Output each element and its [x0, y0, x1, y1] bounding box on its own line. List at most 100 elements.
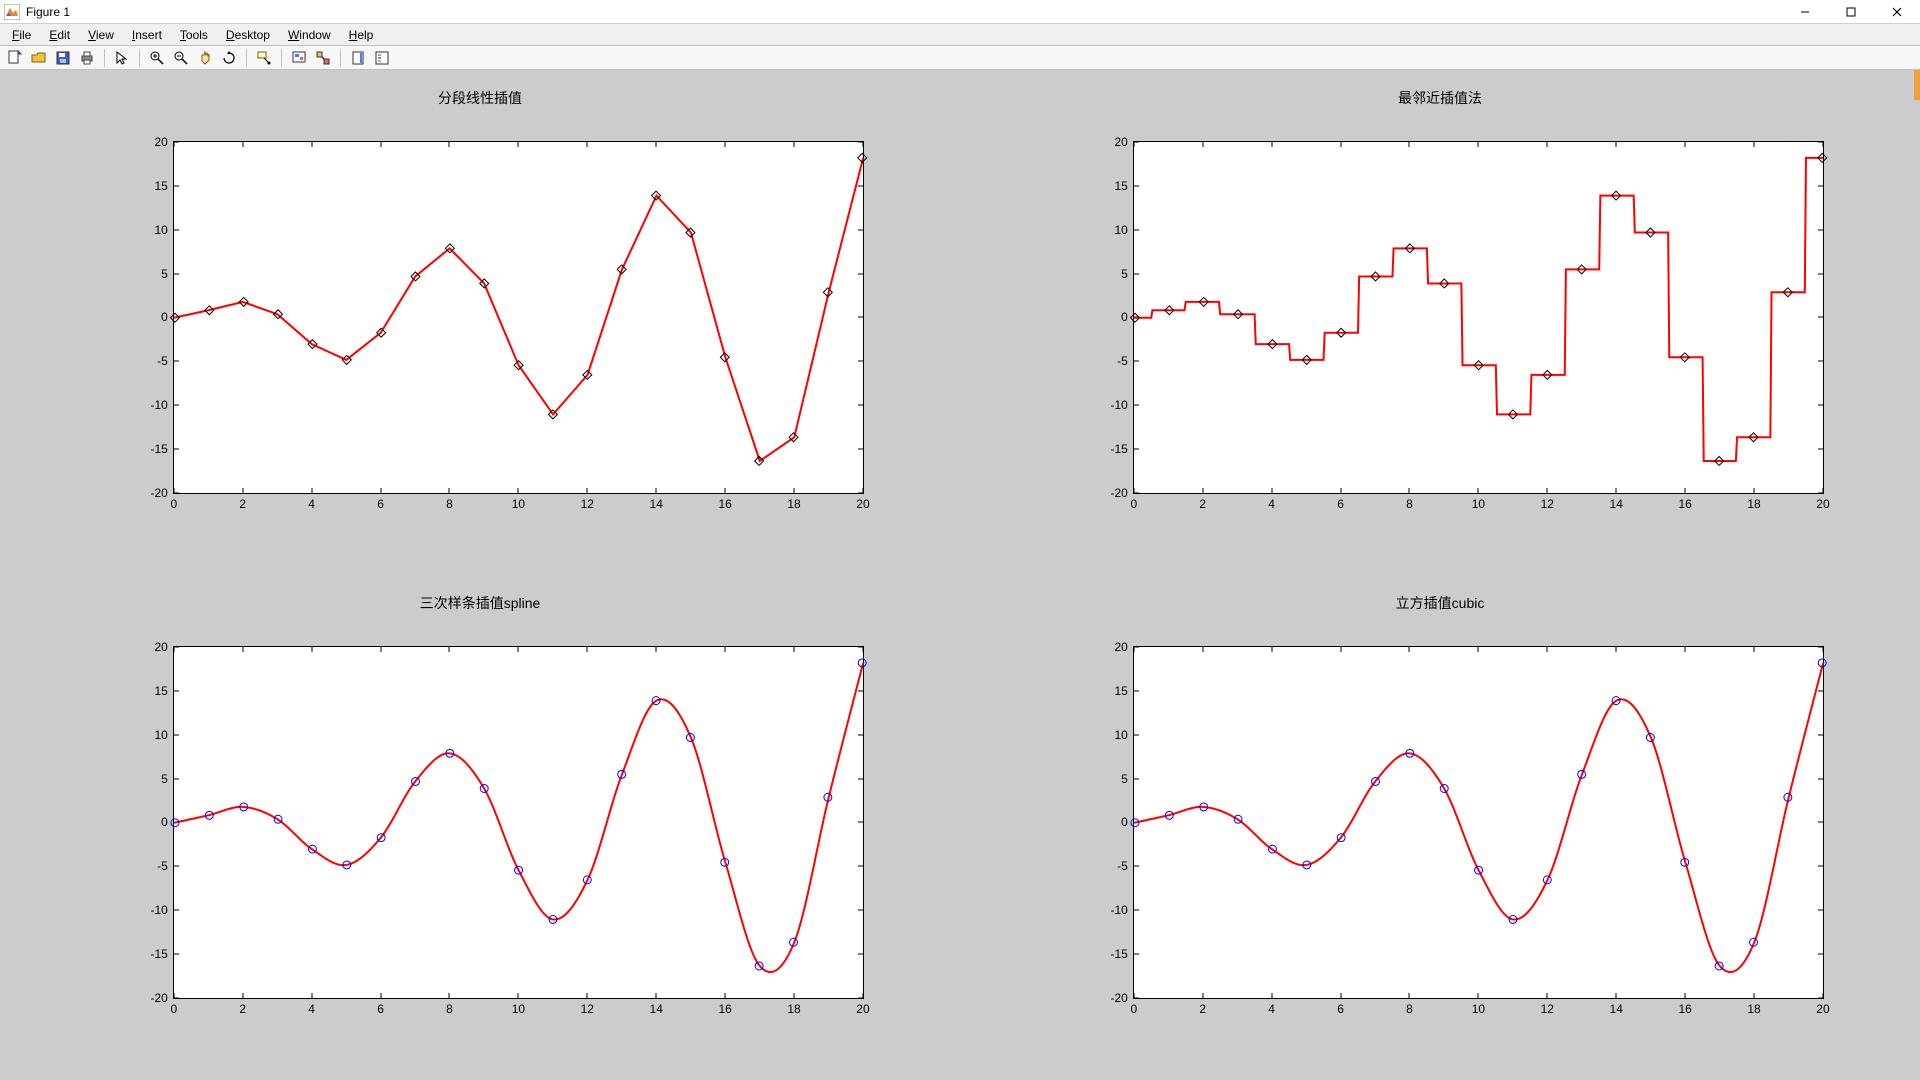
ytick-label: -15: [1110, 947, 1133, 961]
menu-file[interactable]: File: [4, 26, 39, 44]
data-marker: [652, 696, 660, 704]
menubar: FileEditViewInsertToolsDesktopWindowHelp: [0, 24, 1920, 46]
toolbar-separator: [104, 49, 105, 67]
data-marker: [1302, 355, 1311, 364]
data-marker: [1818, 153, 1827, 162]
data-marker: [1646, 733, 1654, 741]
pan-icon[interactable]: [194, 48, 216, 68]
menu-tools[interactable]: Tools: [172, 26, 216, 44]
data-marker: [308, 339, 317, 348]
rotate-icon[interactable]: [218, 48, 240, 68]
data-marker: [617, 265, 626, 274]
axes[interactable]: -20-15-10-50510152002468101214161820: [173, 646, 864, 1000]
data-marker: [1714, 456, 1723, 465]
axes[interactable]: -20-15-10-50510152002468101214161820: [1133, 141, 1824, 495]
ytick-label: 10: [1114, 728, 1133, 742]
new-figure-icon[interactable]: [4, 48, 26, 68]
ytick-label: 0: [161, 310, 174, 324]
ytick-label: 10: [154, 728, 173, 742]
xtick-label: 8: [1406, 493, 1413, 511]
data-marker: [376, 328, 385, 337]
data-marker: [823, 287, 832, 296]
data-marker: [1474, 866, 1482, 874]
data-marker: [1406, 749, 1414, 757]
data-marker: [1200, 803, 1208, 811]
data-marker: [1680, 353, 1689, 362]
data-marker: [789, 432, 798, 441]
zoom-out-icon[interactable]: [170, 48, 192, 68]
save-icon[interactable]: [52, 48, 74, 68]
xtick-label: 16: [718, 998, 731, 1016]
xtick-label: 18: [1747, 998, 1760, 1016]
data-marker: [1818, 659, 1826, 667]
xtick-label: 14: [1610, 493, 1623, 511]
ytick-label: 5: [161, 772, 174, 786]
legend-icon[interactable]: [371, 48, 393, 68]
menu-desktop[interactable]: Desktop: [218, 26, 278, 44]
link-icon[interactable]: [312, 48, 334, 68]
data-marker: [1165, 811, 1173, 819]
ytick-label: 0: [1121, 310, 1134, 324]
data-marker: [1199, 297, 1208, 306]
data-marker: [1611, 191, 1620, 200]
xtick-label: 18: [787, 998, 800, 1016]
open-icon[interactable]: [28, 48, 50, 68]
data-marker: [1646, 228, 1655, 237]
xtick-label: 12: [1541, 998, 1554, 1016]
data-marker: [1749, 938, 1757, 946]
xtick-label: 12: [1541, 493, 1554, 511]
menu-window[interactable]: Window: [280, 26, 339, 44]
xtick-label: 20: [1816, 493, 1829, 511]
zoom-in-icon[interactable]: [146, 48, 168, 68]
marker-layer: [174, 647, 863, 999]
xtick-label: 2: [239, 493, 246, 511]
ytick-label: 5: [1121, 267, 1134, 281]
data-marker: [1578, 770, 1586, 778]
close-button[interactable]: [1874, 0, 1920, 24]
menu-view[interactable]: View: [80, 26, 122, 44]
axes[interactable]: -20-15-10-50510152002468101214161820: [173, 141, 864, 495]
minimize-button[interactable]: [1782, 0, 1828, 24]
data-marker: [1337, 833, 1345, 841]
subplot: 立方插值cubic-20-15-10-505101520024681012141…: [960, 575, 1920, 1080]
brush-icon[interactable]: [288, 48, 310, 68]
data-marker: [651, 191, 660, 200]
ytick-label: -5: [1117, 859, 1134, 873]
pointer-icon[interactable]: [111, 48, 133, 68]
data-marker: [1509, 915, 1517, 923]
print-icon[interactable]: [76, 48, 98, 68]
ytick-label: -5: [157, 354, 174, 368]
data-marker: [824, 793, 832, 801]
axes[interactable]: -20-15-10-50510152002468101214161820: [1133, 646, 1824, 1000]
marker-layer: [1134, 142, 1823, 494]
data-marker: [1371, 777, 1379, 785]
xtick-label: 6: [377, 998, 384, 1016]
subplot: 三次样条插值spline-20-15-10-505101520024681012…: [0, 575, 960, 1080]
xtick-label: 0: [1130, 493, 1137, 511]
data-marker: [858, 153, 867, 162]
subplot-title: 分段线性插值: [0, 88, 960, 108]
maximize-button[interactable]: [1828, 0, 1874, 24]
scroll-indicator: [1914, 70, 1920, 100]
data-marker: [377, 833, 385, 841]
xtick-label: 10: [512, 998, 525, 1016]
data-marker: [205, 811, 213, 819]
ytick-label: -15: [1110, 442, 1133, 456]
data-marker: [754, 456, 763, 465]
data-marker: [1715, 962, 1723, 970]
xtick-label: 20: [856, 998, 869, 1016]
colorbar-icon[interactable]: [347, 48, 369, 68]
menu-insert[interactable]: Insert: [124, 26, 170, 44]
subplot-title: 最邻近插值法: [960, 88, 1920, 108]
menu-edit[interactable]: Edit: [41, 26, 78, 44]
toolbar-separator: [246, 49, 247, 67]
xtick-label: 8: [1406, 998, 1413, 1016]
menu-help[interactable]: Help: [341, 26, 382, 44]
data-marker: [686, 733, 694, 741]
data-cursor-icon[interactable]: [253, 48, 275, 68]
xtick-label: 14: [1610, 998, 1623, 1016]
data-marker: [1440, 784, 1448, 792]
matlab-icon: [4, 4, 20, 20]
window-title: Figure 1: [26, 5, 70, 19]
data-marker: [308, 845, 316, 853]
